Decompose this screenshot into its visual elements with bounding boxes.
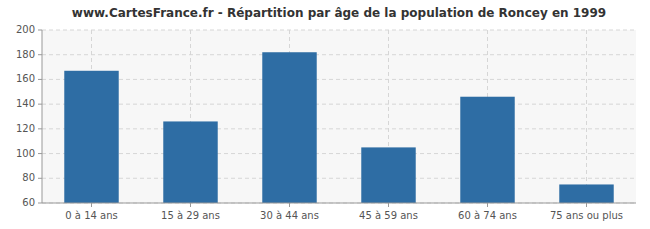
- y-grid-line: [42, 153, 636, 154]
- y-tick-label: 80: [22, 172, 35, 183]
- plot-background: [42, 30, 636, 203]
- y-tick-label: 140: [16, 98, 35, 109]
- bar: [361, 147, 415, 203]
- axes: 60 80 100 120 140 160 180 200 0 à 14 ans 15 à 29 …: [16, 24, 636, 221]
- x-grid-line: [586, 30, 587, 203]
- y-grid-line: [42, 54, 636, 55]
- y-tick-label: 160: [16, 73, 35, 84]
- y-tick: [38, 104, 42, 105]
- y-grid-line: [42, 203, 636, 204]
- x-tick-label: 30 à 44 ans: [260, 210, 319, 221]
- bar: [460, 97, 514, 203]
- y-axis-line: [42, 30, 43, 203]
- x-tick-label: 0 à 14 ans: [65, 210, 117, 221]
- x-tick-label: 75 ans ou plus: [550, 210, 623, 221]
- y-tick: [38, 79, 42, 80]
- y-tick: [38, 203, 42, 204]
- y-tick-label: 200: [16, 24, 35, 35]
- bar: [64, 71, 118, 203]
- grid: [42, 30, 636, 203]
- y-tick: [38, 54, 42, 55]
- y-tick: [38, 153, 42, 154]
- y-tick-label: 180: [16, 49, 35, 60]
- chart-container: 60 80 100 120 140 160 180 200 0 à 14 ans 15 à 29 …: [0, 0, 650, 229]
- y-tick: [38, 128, 42, 129]
- y-tick: [38, 178, 42, 179]
- y-grid-line: [42, 128, 636, 129]
- x-axis-line: [42, 203, 636, 204]
- bar: [559, 184, 613, 203]
- y-tick-label: 100: [16, 148, 35, 159]
- x-tick-label: 60 à 74 ans: [458, 210, 517, 221]
- x-tick: [91, 203, 92, 207]
- y-grid-line: [42, 178, 636, 179]
- chart: 60 80 100 120 140 160 180 200 0 à 14 ans 15 à 29 …: [0, 0, 650, 229]
- x-tick-label: 15 à 29 ans: [161, 210, 220, 221]
- bars: [64, 52, 613, 203]
- x-tick: [586, 203, 587, 207]
- y-grid-line: [42, 79, 636, 80]
- y-tick-label: 120: [16, 123, 35, 134]
- x-tick: [289, 203, 290, 207]
- x-tick-label: 45 à 59 ans: [359, 210, 418, 221]
- x-tick: [388, 203, 389, 207]
- title: www.CartesFrance.fr - Répartition par âg…: [72, 6, 606, 20]
- x-tick: [487, 203, 488, 207]
- bar: [262, 52, 316, 203]
- x-tick: [190, 203, 191, 207]
- y-tick-label: 60: [22, 197, 35, 208]
- y-tick: [38, 30, 42, 31]
- y-grid-line: [42, 30, 636, 31]
- y-grid-line: [42, 104, 636, 105]
- bar: [163, 121, 217, 203]
